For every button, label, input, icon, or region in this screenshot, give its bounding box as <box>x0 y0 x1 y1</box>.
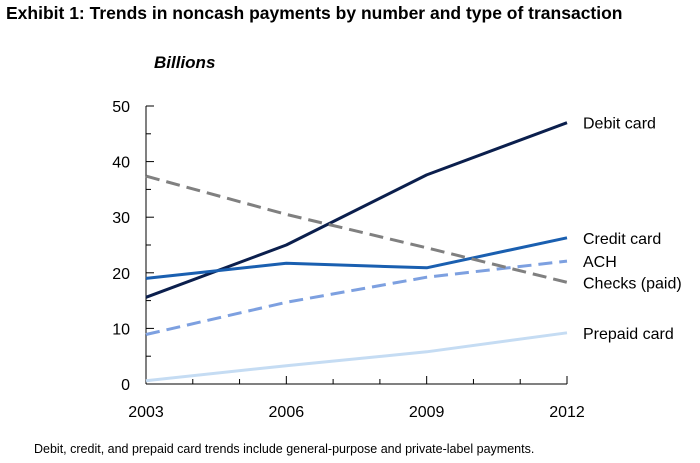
series-labels: Debit card Credit card ACH Checks (paid) Pre… <box>583 116 682 343</box>
series-label: Checks (paid) <box>583 275 682 292</box>
y-tick-label: 40 <box>112 155 130 172</box>
chart-title: Exhibit 1: Trends in noncash payments by… <box>6 3 623 23</box>
y-tick-label: 30 <box>112 210 130 227</box>
series-label: Credit card <box>583 231 661 248</box>
line-chart: Billions 0 10 20 30 40 50 2003 2006 2009 2012 Deb… <box>112 53 682 421</box>
axes: 0 10 20 30 40 50 2003 2006 2009 2012 <box>112 99 585 421</box>
x-tick-label: 2009 <box>409 404 445 421</box>
y-tick-label: 20 <box>112 266 130 283</box>
x-tick-label: 2003 <box>128 404 164 421</box>
y-axis-label: Billions <box>154 53 215 72</box>
series-line <box>145 174 568 284</box>
x-tick-label: 2012 <box>549 404 585 421</box>
series-line <box>145 331 568 383</box>
series-lines <box>145 121 568 383</box>
y-tick-label: 10 <box>112 321 130 338</box>
series-line <box>145 236 568 280</box>
series-label: Prepaid card <box>583 326 674 343</box>
series-label: ACH <box>583 254 617 271</box>
y-tick-label: 0 <box>121 377 130 394</box>
y-tick-label: 50 <box>112 99 130 116</box>
series-line <box>145 259 568 336</box>
chart-footnote: Debit, credit, and prepaid card trends i… <box>34 442 535 456</box>
series-label: Debit card <box>583 116 656 133</box>
x-tick-label: 2006 <box>269 404 305 421</box>
